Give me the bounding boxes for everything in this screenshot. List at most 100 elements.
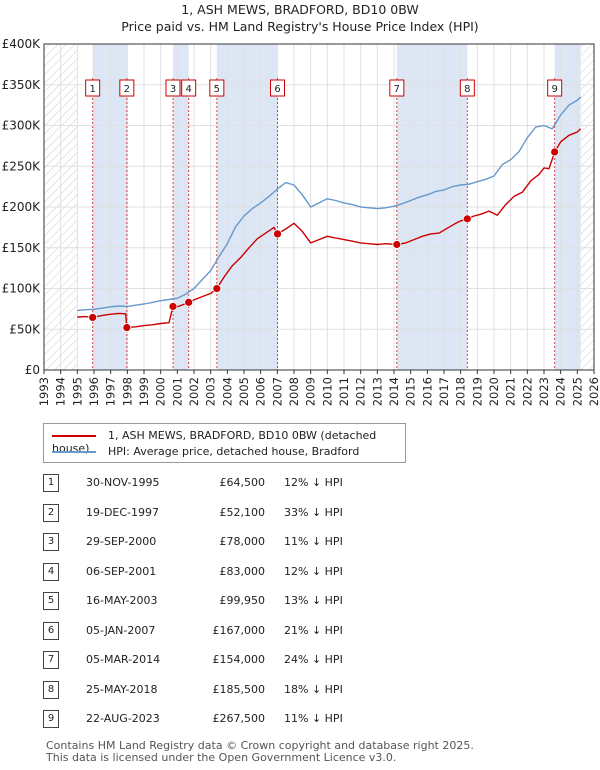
y-tick-label: £50K [9, 322, 41, 336]
sale-number: 8 [43, 680, 59, 699]
y-tick-label: £350K [2, 78, 42, 92]
sale-number: 4 [43, 562, 59, 581]
y-tick-label: £200K [2, 200, 42, 214]
y-tick-label: £300K [2, 119, 42, 133]
x-tick-label: 2012 [354, 377, 368, 406]
sale-number-label: 5 [214, 84, 220, 95]
y-tick-label: £250K [2, 159, 42, 173]
x-tick-label: 2009 [304, 377, 318, 406]
x-tick-label: 2023 [537, 377, 551, 406]
y-tick-label: £150K [2, 241, 42, 255]
price-line [77, 128, 582, 329]
x-tick-label: 2016 [420, 377, 434, 406]
sale-point [392, 240, 402, 249]
legend-item-hpi: HPI: Average price, detached house, Brad… [52, 445, 359, 461]
legend-swatch-hpi [52, 451, 96, 453]
sale-hpi-diff: 18% ↓ HPI [284, 682, 343, 696]
sale-number-box [119, 79, 135, 97]
x-tick-label: 2019 [470, 377, 484, 406]
x-tick-label: 2002 [187, 377, 201, 406]
sale-date: 19-DEC-1997 [86, 505, 160, 519]
table-row: 3 29-SEP-2000 £78,000 11% ↓ HPI [0, 533, 600, 553]
sale-price: £99,950 [219, 594, 266, 607]
sale-number: 6 [43, 621, 59, 640]
x-tick-label: 2007 [270, 377, 284, 406]
sale-number-box [85, 79, 101, 97]
x-tick-label: 2014 [387, 377, 401, 406]
sale-price: £64,500 [219, 476, 266, 489]
chart-subtitle: Price paid vs. HM Land Registry's House … [121, 19, 479, 34]
hpi-line [77, 96, 582, 312]
sale-date: 22-AUG-2023 [86, 712, 160, 725]
sale-price: £78,000 [219, 535, 266, 548]
x-tick-label: 2020 [487, 377, 501, 406]
sale-point [550, 147, 560, 157]
chart-legend: 1, ASH MEWS, BRADFORD, BD10 0BW (detache… [43, 423, 406, 463]
y-tick-label: £100K [2, 282, 42, 296]
sale-number-box [389, 79, 405, 97]
sale-hpi-diff: 21% ↓ HPI [284, 623, 343, 637]
sale-point [88, 313, 98, 322]
sale-point [212, 284, 222, 293]
x-tick-label: 2026 [587, 377, 600, 406]
table-row: 8 25-MAY-2018 £185,500 18% ↓ HPI [0, 680, 600, 701]
sale-number: 9 [43, 710, 59, 728]
x-tick-label: 2003 [204, 377, 218, 406]
y-tick-label: £0 [25, 363, 40, 377]
table-row: 2 19-DEC-1997 £52,100 33% ↓ HPI [0, 503, 600, 524]
sale-hpi-diff: 11% ↓ HPI [284, 712, 343, 725]
sale-number-label: 9 [551, 84, 557, 95]
x-tick-label: 1996 [87, 377, 101, 406]
sale-number-box [181, 79, 197, 97]
sale-price: £267,500 [212, 712, 266, 725]
x-tick-label: 1998 [120, 377, 134, 406]
x-tick-label: 2018 [454, 377, 468, 406]
sale-point [168, 302, 178, 311]
x-tick-label: 1997 [104, 377, 118, 406]
legend-label-hpi: HPI: Average price, detached house, Brad… [108, 445, 360, 458]
sale-date: 05-MAR-2014 [86, 653, 161, 666]
sale-date: 16-MAY-2003 [86, 594, 158, 607]
table-row: 6 05-JAN-2007 £167,000 21% ↓ HPI [0, 621, 600, 642]
x-tick-label: 2015 [404, 377, 418, 406]
sale-hpi-diff: 24% ↓ HPI [284, 653, 343, 666]
x-tick-label: 1993 [37, 377, 51, 406]
table-row: 7 05-MAR-2014 £154,000 24% ↓ HPI [0, 651, 600, 671]
x-tick-label: 2010 [320, 377, 334, 406]
sale-hpi-diff: 33% ↓ HPI [284, 505, 343, 519]
sale-point [122, 323, 132, 332]
sale-price: £185,500 [212, 682, 266, 696]
sale-price: £83,000 [219, 564, 266, 578]
x-tick-label: 2021 [504, 377, 518, 406]
x-tick-label: 2013 [370, 377, 384, 406]
footer-licence: This data is licensed under the Open Gov… [46, 751, 397, 764]
footer-copyright: Contains HM Land Registry data © Crown c… [46, 739, 474, 752]
sale-number-box [547, 79, 563, 97]
sale-number-box [165, 79, 181, 97]
x-tick-label: 2008 [287, 377, 301, 406]
sale-date: 05-JAN-2007 [86, 623, 156, 637]
x-tick-label: 2022 [520, 377, 534, 406]
x-tick-label: 2000 [154, 377, 168, 406]
sale-hpi-diff: 12% ↓ HPI [284, 476, 343, 489]
table-row: 4 06-SEP-2001 £83,000 12% ↓ HPI [0, 562, 600, 583]
sale-number-box [270, 79, 285, 97]
x-tick-label: 2004 [220, 377, 234, 406]
sale-hpi-diff: 13% ↓ HPI [284, 594, 343, 607]
x-tick-label: 2001 [170, 377, 184, 406]
sale-date: 06-SEP-2001 [86, 564, 157, 578]
sale-price: £154,000 [212, 653, 266, 666]
sale-number: 5 [43, 592, 59, 610]
x-tick-label: 2024 [554, 377, 568, 406]
price-chart: £0 £50K £100K £150K £200K £250K £300K £350K £400… [2, 37, 600, 406]
table-row: 1 30-NOV-1995 £64,500 12% ↓ HPI [0, 474, 600, 494]
sale-number: 7 [43, 651, 59, 669]
sale-point [462, 214, 472, 224]
table-row: 5 16-MAY-2003 £99,950 13% ↓ HPI [0, 592, 600, 612]
y-tick-label: £400K [2, 37, 42, 51]
sale-number-label: 3 [170, 84, 176, 95]
plot-border [43, 43, 595, 371]
sale-number-label: 2 [124, 84, 130, 95]
sale-number-box [459, 79, 475, 97]
x-tick-label: 2017 [437, 377, 451, 406]
